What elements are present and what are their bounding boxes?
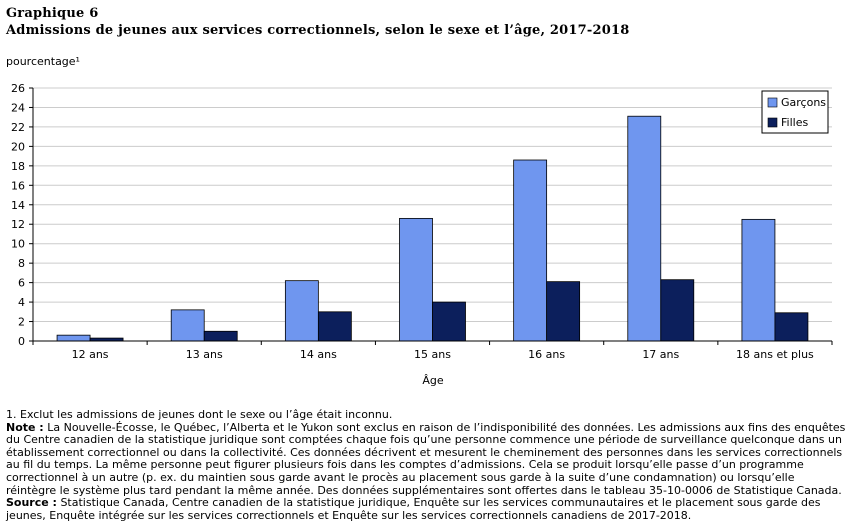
title-block: Graphique 6 Admissions de jeunes aux ser…	[6, 5, 630, 39]
x-tick-label: 16 ans	[528, 348, 565, 361]
bar-filles	[317, 311, 352, 342]
y-tick-label: 6	[18, 277, 25, 290]
x-tick-label: 14 ans	[300, 348, 337, 361]
y-tick-label: 20	[11, 140, 25, 153]
x-tick-label: 18 ans et plus	[736, 348, 814, 361]
legend-label-filles: Filles	[781, 116, 808, 129]
bar-filles	[774, 312, 809, 342]
y-axis-unit-label: pourcentage¹	[6, 55, 80, 68]
y-tick-label: 8	[18, 257, 25, 270]
y-tick-label: 22	[11, 121, 25, 134]
y-tick-label: 16	[11, 179, 25, 192]
bar-filles	[546, 281, 581, 342]
source-paragraph: Source : Statistique Canada, Centre cana…	[6, 496, 846, 522]
note-label: Note :	[6, 420, 44, 434]
source-label: Source :	[6, 496, 57, 510]
gridlines	[33, 87, 832, 323]
x-tick-label: 17 ans	[642, 348, 679, 361]
legend: Garçons Filles	[761, 90, 829, 134]
bar-filles	[203, 330, 238, 342]
x-tick-label: 13 ans	[186, 348, 223, 361]
bar-garcons	[741, 218, 776, 342]
x-axis-ticks: 12 ans 13 ans 14 ans 15 ans 16 ans 17 ans 18 a…	[32, 341, 833, 361]
note-text: La Nouvelle-Écosse, le Québec, l’Alberta…	[6, 420, 846, 497]
y-tick-label: 12	[11, 218, 25, 231]
note-paragraph: Note : La Nouvelle-Écosse, le Québec, l’…	[6, 420, 846, 498]
y-tick-label: 4	[18, 296, 25, 309]
legend-swatch-garcons	[767, 97, 778, 108]
axes	[32, 88, 832, 342]
x-tick-label: 15 ans	[414, 348, 451, 361]
source-text: Statistique Canada, Centre canadien de l…	[6, 496, 821, 522]
bar-garcons	[513, 159, 548, 342]
y-tick-label: 14	[11, 199, 25, 212]
y-tick-label: 18	[11, 160, 25, 173]
notes-section: 1. Exclut les admissions de jeunes dont …	[6, 408, 846, 522]
legend-label-garcons: Garçons	[781, 96, 826, 109]
y-tick-label: 24	[11, 101, 25, 114]
chart-number: Graphique 6	[6, 6, 99, 21]
chart-title: Admissions de jeunes aux services correc…	[6, 23, 630, 38]
legend-swatch-filles	[767, 117, 778, 128]
bar-filles	[660, 279, 695, 342]
bars	[56, 115, 809, 342]
x-axis-title: Âge	[422, 374, 444, 387]
bar-garcons	[627, 115, 662, 342]
x-tick-label: 12 ans	[72, 348, 109, 361]
footnote: 1. Exclut les admissions de jeunes dont …	[6, 408, 393, 421]
bar-garcons	[284, 280, 319, 342]
bar-garcons	[56, 334, 91, 342]
y-tick-label: 26	[11, 82, 25, 95]
y-tick-label: 2	[18, 316, 25, 329]
bar-garcons	[399, 217, 433, 342]
bar-filles	[432, 301, 466, 342]
bar-garcons	[170, 309, 205, 342]
y-tick-label: 10	[11, 238, 25, 251]
y-tick-label: 0	[18, 335, 25, 348]
